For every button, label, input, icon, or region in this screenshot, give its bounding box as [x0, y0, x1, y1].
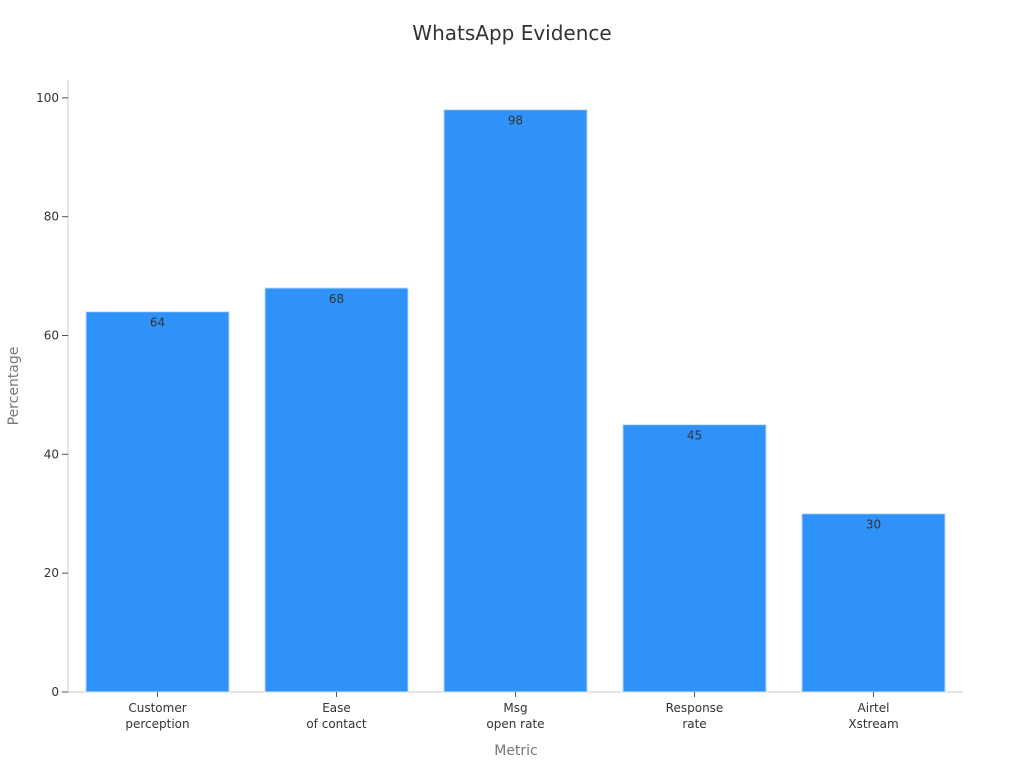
bar-value-label: 45 — [687, 429, 702, 443]
y-tick-label: 60 — [44, 328, 59, 342]
bar — [85, 311, 230, 693]
y-tick-label: 100 — [36, 91, 59, 105]
plot-area: 0 20 40 60 80 100 64 Customer perception 68 Ease of… — [36, 80, 963, 731]
x-tick-label-line: rate — [682, 717, 706, 731]
bar — [622, 424, 767, 693]
x-tick-label-line: open rate — [486, 717, 544, 731]
x-tick-label-line: Xstream — [848, 717, 898, 731]
chart-title: WhatsApp Evidence — [412, 21, 611, 45]
bar — [801, 513, 946, 693]
y-tick-label: 80 — [44, 210, 59, 224]
x-tick-label-line: perception — [125, 717, 189, 731]
bar — [443, 109, 588, 693]
y-tick-label: 20 — [44, 566, 59, 580]
bar-value-label: 30 — [866, 518, 881, 532]
bar-value-label: 98 — [508, 114, 523, 128]
bar-value-label: 64 — [150, 316, 165, 330]
bar-value-label: 68 — [329, 292, 344, 306]
x-tick-label-line: Customer — [128, 701, 186, 715]
x-tick-label-line: Airtel — [858, 701, 890, 715]
y-tick-label: 0 — [51, 685, 59, 699]
y-tick-label: 40 — [44, 447, 59, 461]
x-tick-label: Ease of contact — [306, 701, 367, 731]
x-tick-label: Customer perception — [125, 701, 189, 731]
x-axis-title: Metric — [494, 743, 538, 759]
x-tick-label: Msg open rate — [486, 701, 544, 731]
x-tick-label: Airtel Xstream — [848, 701, 898, 731]
x-tick-label-line: Ease — [322, 701, 351, 715]
y-axis-title: Percentage — [6, 347, 22, 426]
x-tick-label-line: of contact — [306, 717, 367, 731]
bar — [264, 287, 409, 693]
x-tick-label: Response rate — [666, 701, 724, 731]
x-tick-label-line: Msg — [503, 701, 527, 715]
x-tick-label-line: Response — [666, 701, 724, 715]
